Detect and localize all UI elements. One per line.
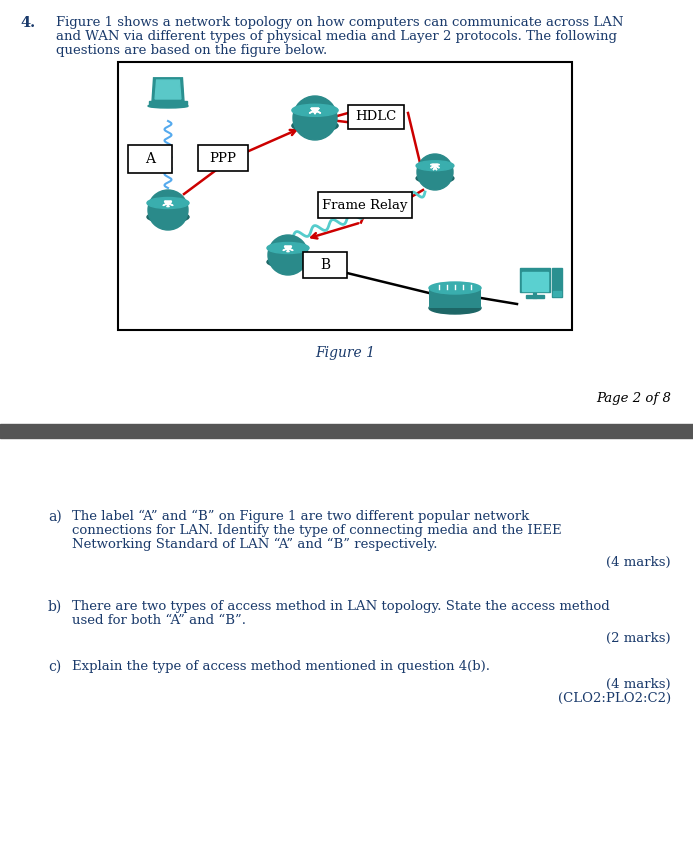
Bar [552,268,562,297]
Text: and WAN via different types of physical media and Layer 2 protocols. The followi: and WAN via different types of physical … [56,30,617,43]
Ellipse shape [147,197,189,208]
Ellipse shape [267,242,309,253]
Bar [318,192,412,218]
Text: The label “A” and “B” on Figure 1 are two different popular network: The label “A” and “B” on Figure 1 are tw… [72,510,529,523]
Ellipse shape [429,282,481,294]
Bar [348,105,404,129]
Text: Explain the type of access method mentioned in question 4(b).: Explain the type of access method mentio… [72,660,490,673]
Text: c): c) [48,660,61,674]
Circle shape [268,235,308,275]
Text: (2 marks): (2 marks) [606,632,671,645]
Bar [520,268,550,292]
Bar [523,272,547,290]
Text: Figure 1: Figure 1 [315,346,375,360]
Text: (CLO2:PLO2:C2): (CLO2:PLO2:C2) [558,692,671,705]
Polygon shape [152,78,184,101]
Ellipse shape [148,104,188,108]
Polygon shape [155,80,181,99]
Ellipse shape [292,120,338,132]
Bar [303,252,347,278]
Text: 4.: 4. [20,16,35,30]
Bar [526,295,544,298]
Bar [128,145,172,173]
Text: HDLC: HDLC [356,111,396,123]
Text: connections for LAN. Identify the type of connecting media and the IEEE: connections for LAN. Identify the type o… [72,524,561,537]
Bar [149,101,187,106]
Bar [553,291,561,296]
Text: a): a) [48,510,62,524]
Text: questions are based on the figure below.: questions are based on the figure below. [56,44,327,57]
Bar [429,288,481,308]
Circle shape [293,96,337,140]
Text: b): b) [48,600,62,614]
Text: (4 marks): (4 marks) [606,678,671,691]
Text: Frame Relay: Frame Relay [322,198,407,212]
Text: A: A [145,152,155,166]
Ellipse shape [147,212,189,223]
Text: PPP: PPP [209,152,236,165]
Ellipse shape [416,160,454,170]
Text: Networking Standard of LAN “A” and “B” respectively.: Networking Standard of LAN “A” and “B” r… [72,538,437,551]
Ellipse shape [267,257,309,268]
Ellipse shape [416,173,454,183]
Text: Figure 1 shows a network topology on how computers can communicate across LAN: Figure 1 shows a network topology on how… [56,16,624,29]
Bar [0,424,693,438]
Text: There are two types of access method in LAN topology. State the access method: There are two types of access method in … [72,600,610,613]
Bar [118,62,572,330]
Text: B: B [320,258,330,272]
Circle shape [148,190,188,230]
Ellipse shape [429,302,481,314]
Ellipse shape [292,105,338,116]
Circle shape [417,154,453,190]
Text: Page 2 of 8: Page 2 of 8 [596,392,671,405]
Text: (4 marks): (4 marks) [606,556,671,569]
Bar [198,145,248,171]
Text: used for both “A” and “B”.: used for both “A” and “B”. [72,614,246,627]
